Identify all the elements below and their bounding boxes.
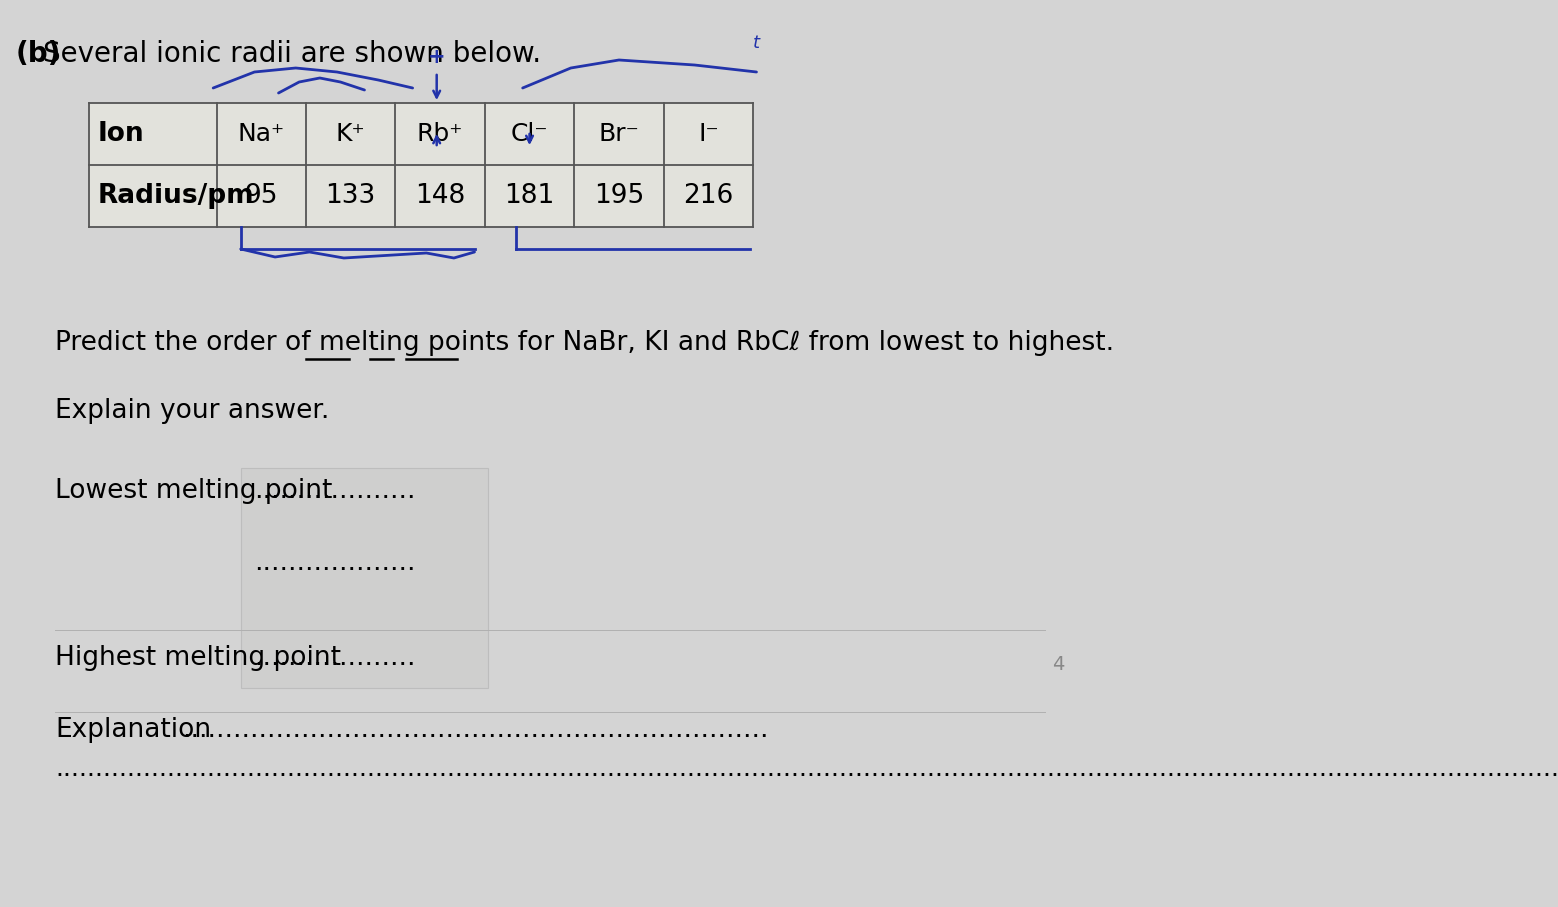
- Bar: [575, 165, 664, 227]
- Bar: [89, 165, 217, 227]
- Text: 181: 181: [505, 183, 555, 209]
- Bar: [305, 103, 396, 165]
- Text: ...................: ...................: [254, 645, 416, 671]
- Bar: [485, 165, 575, 227]
- Bar: [664, 103, 753, 165]
- Bar: [396, 103, 485, 165]
- Text: 216: 216: [684, 183, 734, 209]
- Text: Rb⁺: Rb⁺: [418, 122, 463, 146]
- Text: ...................: ...................: [254, 550, 416, 576]
- Text: K⁺: K⁺: [337, 122, 366, 146]
- Text: Several ionic radii are shown below.: Several ionic radii are shown below.: [42, 40, 541, 68]
- Text: 4: 4: [1052, 655, 1064, 674]
- Text: Ion: Ion: [98, 121, 145, 147]
- Bar: [485, 103, 575, 165]
- Text: Highest melting point: Highest melting point: [55, 645, 341, 671]
- Text: t: t: [753, 34, 760, 52]
- Text: +: +: [428, 47, 446, 67]
- Text: 195: 195: [594, 183, 643, 209]
- Text: 133: 133: [326, 183, 375, 209]
- Text: Lowest melting point: Lowest melting point: [55, 478, 332, 504]
- Text: ................................................................................: ........................................…: [55, 757, 1558, 781]
- Bar: [664, 165, 753, 227]
- Text: Cl⁻: Cl⁻: [511, 122, 548, 146]
- Text: Predict the order of melting points for NaBr, KI and RbCℓ from lowest to highest: Predict the order of melting points for …: [55, 330, 1114, 356]
- Text: Br⁻: Br⁻: [598, 122, 639, 146]
- Text: Na⁺: Na⁺: [238, 122, 285, 146]
- Text: Explanation: Explanation: [55, 717, 212, 743]
- Text: ...................: ...................: [254, 478, 416, 504]
- Text: Explain your answer.: Explain your answer.: [55, 398, 329, 424]
- Text: I⁻: I⁻: [698, 122, 718, 146]
- Text: .....................................................................: ........................................…: [182, 717, 768, 743]
- Text: Radius/pm: Radius/pm: [98, 183, 254, 209]
- Bar: [217, 165, 305, 227]
- Text: 148: 148: [414, 183, 466, 209]
- Bar: [575, 103, 664, 165]
- Bar: [240, 468, 488, 688]
- Bar: [305, 165, 396, 227]
- Bar: [89, 103, 217, 165]
- Text: (b): (b): [16, 40, 61, 68]
- Bar: [217, 103, 305, 165]
- Bar: [396, 165, 485, 227]
- Text: 95: 95: [245, 183, 277, 209]
